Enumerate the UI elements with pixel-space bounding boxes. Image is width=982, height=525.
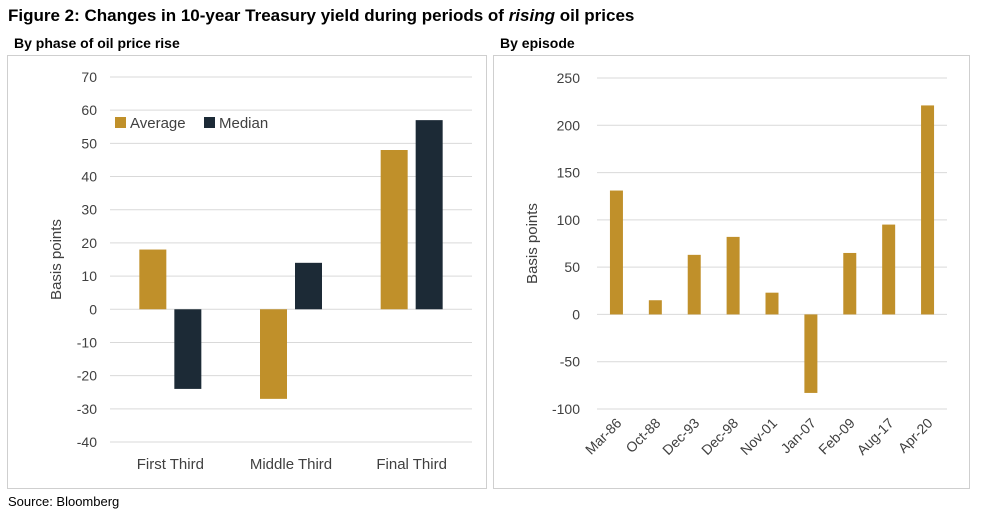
left-y-tick-label: 30 xyxy=(81,202,97,218)
right-x-tick-label: Nov-01 xyxy=(737,415,780,458)
left-panel-title: By phase of oil price rise xyxy=(14,35,180,51)
left-y-tick-label: 20 xyxy=(81,235,97,251)
right-bar xyxy=(882,224,896,315)
left-y-tick-label: 40 xyxy=(81,169,97,185)
right-y-tick-label: -50 xyxy=(560,354,580,370)
left-y-axis-label: Basis points xyxy=(48,219,65,300)
left-y-tick-label: 10 xyxy=(81,268,97,284)
right-y-tick-label: 250 xyxy=(557,70,581,86)
right-y-tick-label: 200 xyxy=(557,117,581,133)
right-bar xyxy=(921,105,935,315)
left-bar-median xyxy=(295,262,322,310)
left-bar-average xyxy=(260,309,287,399)
left-y-tick-label: -20 xyxy=(77,368,97,384)
legend-label-average: Average xyxy=(130,115,186,132)
right-bar xyxy=(648,300,662,315)
right-bar xyxy=(804,314,818,393)
right-panel-title: By episode xyxy=(500,35,575,51)
right-x-tick-label: Dec-98 xyxy=(698,415,741,458)
right-y-tick-label: 100 xyxy=(557,212,581,228)
right-x-tick-label: Feb-09 xyxy=(815,415,858,458)
legend-label-median: Median xyxy=(219,115,268,132)
right-y-axis-label: Basis points xyxy=(524,203,541,284)
right-x-tick-label: Oct-88 xyxy=(622,415,663,456)
right-x-tick-label: Aug-17 xyxy=(854,415,897,458)
left-y-tick-label: -30 xyxy=(77,401,97,417)
left-x-tick-label: Final Third xyxy=(376,456,447,473)
figure-title: Figure 2: Changes in 10-year Treasury yi… xyxy=(8,6,635,25)
right-y-tick-label: 50 xyxy=(564,259,580,275)
right-y-tick-label: 150 xyxy=(557,165,581,181)
figure-title-emphasis: rising xyxy=(508,6,555,25)
right-x-tick-label: Apr-20 xyxy=(895,415,936,456)
left-bar-median xyxy=(415,120,443,310)
source-note: Source: Bloomberg xyxy=(8,494,120,509)
left-y-tick-label: 50 xyxy=(81,135,97,151)
right-x-tick-label: Dec-93 xyxy=(659,415,702,458)
left-x-tick-label: Middle Third xyxy=(250,456,332,473)
right-x-tick-label: Mar-86 xyxy=(582,415,625,458)
left-bar-median xyxy=(174,309,202,389)
left-bar-average xyxy=(380,150,408,310)
legend-swatch-median xyxy=(204,117,215,128)
left-y-tick-label: -40 xyxy=(77,434,97,450)
left-y-tick-label: 60 xyxy=(81,102,97,118)
right-y-tick-label: 0 xyxy=(572,306,580,322)
right-y-tick-label: -100 xyxy=(552,401,580,417)
right-bar xyxy=(765,292,779,315)
right-bar xyxy=(687,254,701,315)
right-x-tick-label: Jan-07 xyxy=(777,415,819,457)
left-bar-average xyxy=(139,249,167,310)
left-y-tick-label: 0 xyxy=(89,301,97,317)
left-x-tick-label: First Third xyxy=(137,456,204,473)
right-bar xyxy=(843,252,857,315)
left-y-tick-label: 70 xyxy=(81,69,97,85)
right-bar xyxy=(726,236,740,315)
legend-swatch-average xyxy=(115,117,126,128)
left-y-tick-label: -10 xyxy=(77,334,97,350)
right-bar xyxy=(609,190,623,315)
